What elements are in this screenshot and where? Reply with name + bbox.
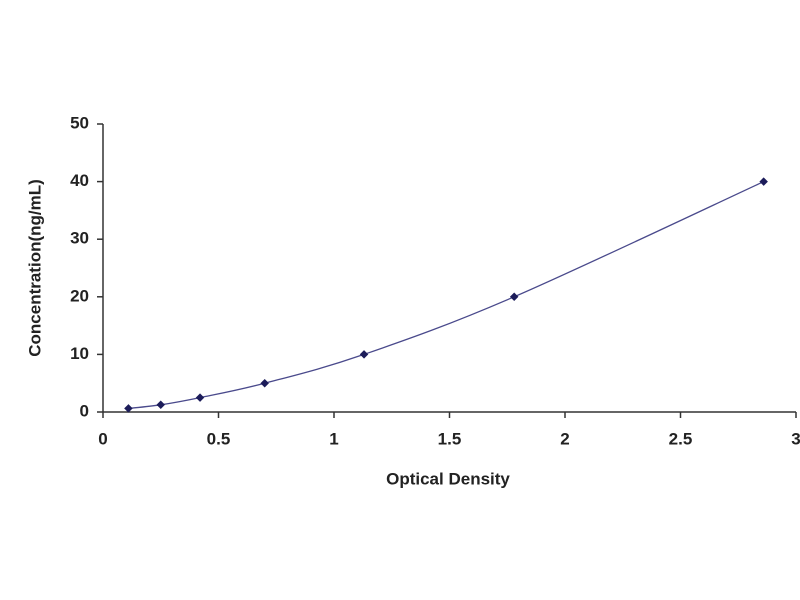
fit-line — [128, 181, 764, 410]
point — [509, 292, 519, 302]
y-axis-title: Concentration(ng/mL) — [25, 179, 44, 357]
x-tick-label: 2.5 — [669, 429, 693, 448]
point — [759, 177, 768, 186]
y-tick-label: 20 — [70, 286, 89, 305]
x-tick-label: 1 — [329, 429, 338, 448]
y-tick-label: 40 — [70, 171, 89, 190]
y-tick-label: 10 — [70, 344, 89, 363]
x-axis-title: Optical Density — [386, 469, 510, 488]
point — [124, 404, 133, 413]
point — [156, 400, 165, 410]
point — [359, 350, 369, 359]
y-tick-label: 0 — [80, 401, 89, 420]
x-tick-label: 2 — [560, 429, 569, 448]
x-tick-label: 0 — [98, 429, 107, 448]
y-tick-label: 30 — [70, 229, 89, 248]
point — [260, 378, 269, 388]
y-tick-label: 50 — [70, 113, 89, 132]
x-tick-label: 0.5 — [207, 429, 231, 448]
x-tick-label: 3 — [791, 429, 800, 448]
point — [195, 393, 205, 402]
x-tick-label: 1.5 — [438, 429, 462, 448]
